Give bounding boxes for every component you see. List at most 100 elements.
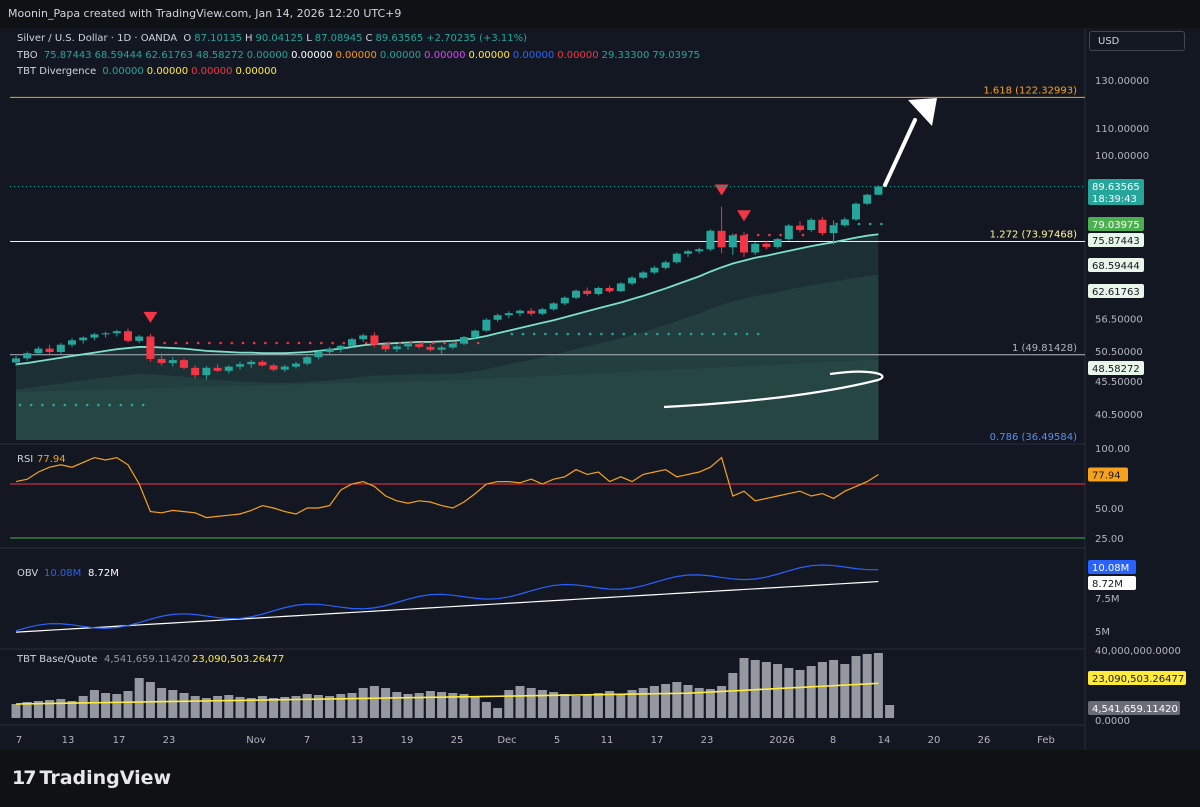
volume-bar [280, 697, 290, 718]
rsi-badge-text: 77.94 [1092, 470, 1121, 481]
volume-bar [67, 701, 77, 718]
resistance-dot [801, 233, 805, 237]
price-badge [1088, 233, 1144, 247]
volume-bar [112, 694, 122, 718]
volume-bar [302, 694, 312, 718]
price-badge-text: 62.61763 [1092, 287, 1140, 298]
candle-down [605, 287, 614, 292]
ohlc-key: O [183, 33, 192, 44]
time-tick: 7 [304, 735, 310, 746]
volume-bar [649, 686, 659, 718]
candle-down [269, 365, 278, 370]
tbo-value: 0.00000 [468, 50, 510, 61]
rsi-badge [1088, 467, 1128, 482]
candle-up [482, 319, 491, 331]
resistance-dot [779, 233, 782, 237]
volume-ma-value: 23,090,503.26477 [192, 654, 284, 665]
volume-bar [392, 692, 402, 718]
volume-bar [145, 682, 155, 718]
volume-bar [22, 702, 32, 718]
support-dot [532, 332, 536, 336]
resistance-dot [308, 341, 312, 345]
tbo-value: 0.00000 [512, 50, 555, 61]
tbo-value: 0.00000 [291, 50, 333, 61]
tbo-value: 75.87443 [43, 50, 92, 61]
symbol-legend: Silver / U.S. Dollar · 1D · OANDA O 87.10… [17, 33, 533, 44]
support-dot [97, 403, 100, 407]
support-dot [700, 332, 704, 336]
tradingview-logo[interactable]: 17 TradingView [12, 767, 172, 789]
support-dot [63, 403, 67, 407]
volume-bar [672, 682, 682, 718]
resistance-dot [264, 341, 267, 345]
candle-down [717, 230, 726, 248]
resistance-dot [768, 233, 771, 237]
volume-bar [571, 696, 581, 718]
resistance-dot [241, 341, 245, 345]
ohlc-value: 87.08945 [314, 33, 363, 44]
candle-up [392, 346, 401, 350]
volume-bar [157, 688, 167, 718]
resistance-dot [420, 341, 424, 345]
rsi-tick: 25.00 [1095, 534, 1124, 545]
volume-bar [33, 701, 43, 718]
candle-up [493, 315, 502, 320]
volume-bar [526, 688, 536, 718]
resistance-dot [275, 341, 278, 345]
resistance-dot [286, 341, 290, 345]
volume-bar [582, 695, 592, 718]
tbt-value: 0.00000 [191, 66, 233, 77]
volume-badge-text: 4,541,659.11420 [1092, 704, 1178, 715]
volume-bar [873, 653, 883, 718]
time-tick: 25 [451, 735, 464, 746]
volume-bar [56, 699, 66, 718]
volume-bar [134, 678, 144, 718]
support-dot [857, 222, 861, 226]
volume-bar [403, 694, 413, 718]
resistance-dot [163, 341, 166, 345]
candle-up [695, 249, 704, 252]
resistance-dot [297, 341, 301, 345]
price-badge-text: 79.03975 [1092, 220, 1140, 231]
bottom-bar [0, 750, 1200, 807]
tbo-value: 79.03975 [652, 50, 701, 61]
resistance-dot [387, 341, 390, 345]
chart-canvas[interactable]: 1.618 (122.32993) 1.272 (73.97468) 1 (49.8… [0, 0, 1200, 750]
resistance-dot [252, 341, 256, 345]
currency-button[interactable]: USD [1089, 31, 1185, 51]
tbt-value: 0.00000 [146, 66, 189, 77]
candle-down [818, 219, 827, 234]
volume-bar [593, 693, 603, 718]
candle-down [762, 243, 771, 247]
candle-up [202, 367, 211, 376]
volume-bar [537, 690, 547, 718]
time-tick: Feb [1037, 735, 1055, 746]
support-dot [667, 332, 670, 336]
tbt-value: 0.00000 [102, 66, 144, 77]
time-tick: 7 [16, 735, 22, 746]
candle-up [437, 347, 446, 350]
candle-up [168, 360, 177, 364]
ohlc-value: 90.04125 [255, 33, 304, 44]
support-dot [544, 332, 547, 336]
candle-down [124, 331, 132, 341]
volume-bar [605, 691, 615, 718]
candle-up [471, 330, 480, 338]
volume-bar [885, 705, 895, 718]
candle-up [572, 290, 580, 298]
fib-level-label: 1 (49.81428) [1012, 343, 1077, 354]
symbol-name: Silver / U.S. Dollar · 1D · OANDA [17, 33, 178, 44]
candle-up [336, 345, 345, 349]
tbo-label: TBO [17, 50, 38, 61]
volume-bar [246, 698, 256, 718]
candle-up [359, 335, 368, 340]
volume-bar [179, 693, 189, 718]
support-dot [622, 332, 626, 336]
resistance-dot [208, 341, 211, 345]
tbo-values: 75.87443 68.59444 62.61763 48.58272 0.00000 0… [44, 50, 703, 61]
annotation-curve [663, 370, 884, 409]
rsi-tick: 50.00 [1095, 504, 1124, 515]
volume-bar [78, 696, 88, 718]
obv-tick: 5M [1095, 627, 1110, 638]
support-dot [880, 222, 883, 226]
